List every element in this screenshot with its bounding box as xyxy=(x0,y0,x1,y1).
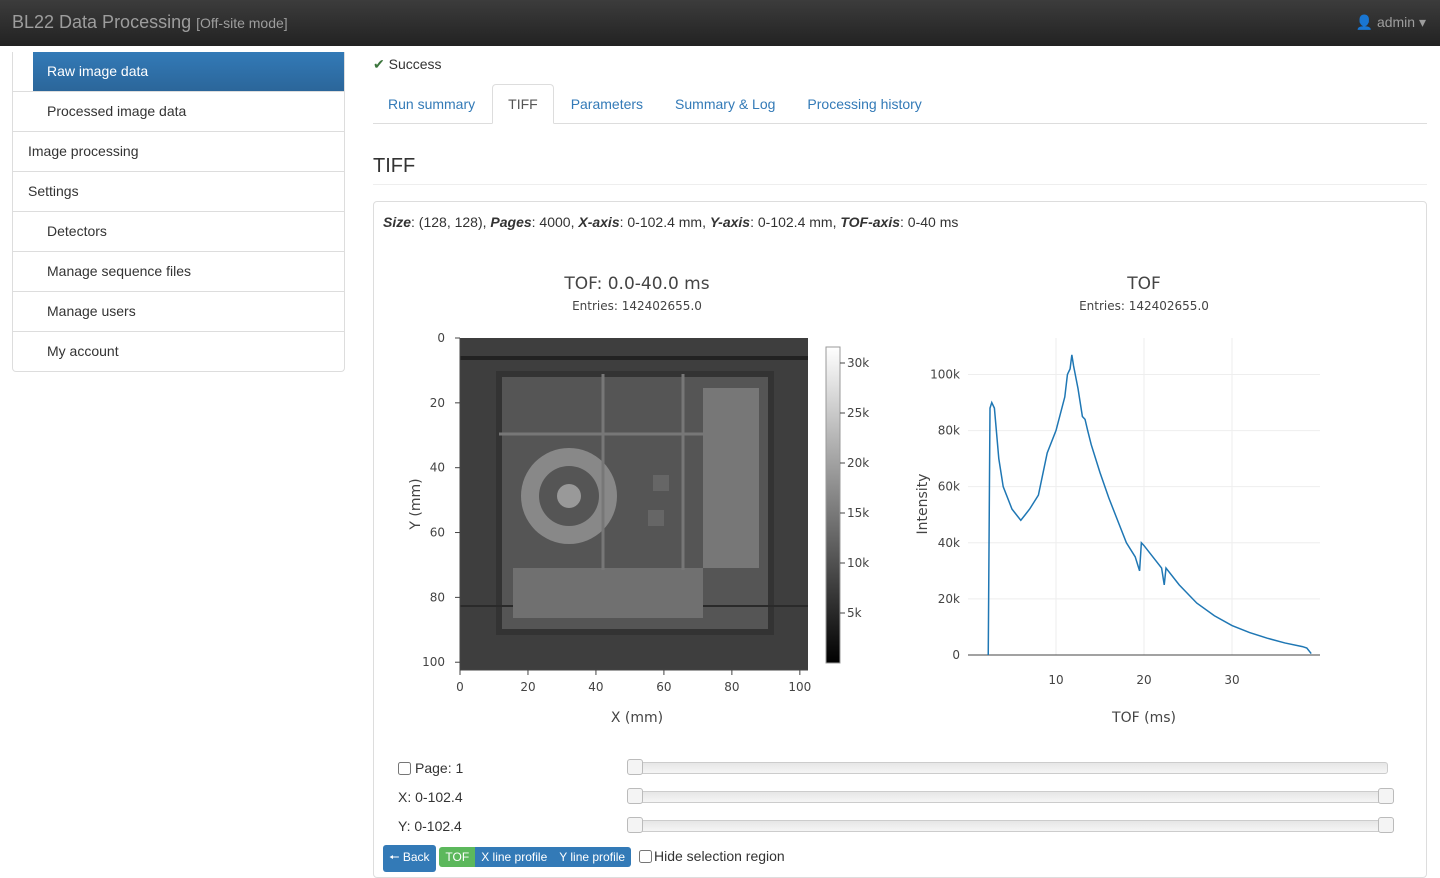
y-tick-label: 40 xyxy=(430,461,445,475)
info-value: : (128, 128), xyxy=(411,214,491,230)
y-tick-label: 0 xyxy=(437,331,445,345)
status-text: Success xyxy=(388,56,442,72)
y-axis-label: Y (mm) xyxy=(408,478,424,530)
y-tick-label: 100 xyxy=(422,655,445,669)
colorbar-tick-label: 15k xyxy=(847,506,869,520)
chart-title: TOF: 0.0-40.0 ms xyxy=(563,274,709,294)
chart-title: TOF xyxy=(1126,274,1161,294)
page-label: Page: 1 xyxy=(415,760,464,776)
hide-label: Hide selection region xyxy=(653,848,785,864)
y-tick-label: 20k xyxy=(938,592,960,606)
chart-subtitle: Entries: 142402655.0 xyxy=(572,299,702,313)
y-slider[interactable] xyxy=(628,820,1394,832)
y-tick-label: 80 xyxy=(430,590,445,604)
tab[interactable]: TIFF xyxy=(492,84,554,124)
info-label: Y-axis xyxy=(709,214,751,230)
app-title[interactable]: BL22 Data Processing [Off-site mode] xyxy=(12,12,288,33)
hide-checkbox[interactable] xyxy=(638,850,652,863)
x-tick-label: 40 xyxy=(588,680,603,694)
page-control: Page: 1 xyxy=(398,760,463,776)
colorbar-tick-label: 25k xyxy=(847,406,869,420)
x-tick-label: 10 xyxy=(1048,673,1063,687)
back-button[interactable]: 🠔 Back xyxy=(383,845,436,872)
line-series xyxy=(987,354,1312,656)
x-tick-label: 20 xyxy=(1136,673,1151,687)
nav-item[interactable]: Image processing xyxy=(13,131,344,171)
x-tick-label: 60 xyxy=(656,680,671,694)
heading: TIFF xyxy=(373,155,1427,185)
info-label: TOF-axis xyxy=(840,214,901,230)
mode: [Off-site mode] xyxy=(196,15,288,31)
x-tick-label: 100 xyxy=(788,680,811,694)
tabs: Run summary TIFF Parameters Summary & Log Pr… xyxy=(373,84,1427,124)
label: Back xyxy=(402,850,430,864)
info: Size: (128, 128), Pages: 4000, X-axis: 0… xyxy=(383,214,958,230)
info-value: : 0-102.4 mm, xyxy=(619,214,710,230)
y-tick-label: 40k xyxy=(938,536,960,550)
x-axis-label: X (mm) xyxy=(611,710,663,726)
info-label: X-axis xyxy=(578,214,620,230)
y-tick-label: 80k xyxy=(938,424,960,438)
y-tick-label: 60k xyxy=(938,480,960,494)
x-tick-label: 20 xyxy=(520,680,535,694)
y-axis-label: Intensity xyxy=(915,474,931,535)
x-axis-label: TOF (ms) xyxy=(1111,710,1176,726)
info-value: : 0-40 ms xyxy=(900,214,959,230)
tab[interactable]: Processing history xyxy=(807,96,922,112)
x-tick-label: 30 xyxy=(1224,673,1239,687)
navbar: BL22 Data Processing [Off-site mode] 👤 a… xyxy=(0,0,1440,46)
x-slider[interactable] xyxy=(628,791,1394,803)
slider-handle[interactable] xyxy=(1378,817,1394,833)
nav-item[interactable]: Processed image data xyxy=(13,91,344,131)
nav-item[interactable]: Raw image data xyxy=(33,52,344,91)
nav-item[interactable]: Detectors xyxy=(13,211,344,251)
user-menu[interactable]: 👤 admin ▾ xyxy=(1355,14,1426,30)
tiff-image xyxy=(460,338,808,670)
tab[interactable]: Run summary xyxy=(388,96,476,112)
page-checkbox[interactable] xyxy=(398,762,411,775)
tab[interactable]: Summary & Log xyxy=(675,96,776,112)
info-label: Size xyxy=(383,214,412,230)
info-value: : 0-102.4 mm, xyxy=(750,214,841,230)
page-slider[interactable] xyxy=(628,762,1388,774)
y-tick-label: 0 xyxy=(952,648,960,662)
y-tick-label: 20 xyxy=(430,396,445,410)
info-label: Pages xyxy=(490,214,532,230)
y-range-label: Y: 0-102.4 xyxy=(398,818,462,834)
y-profile-button[interactable]: Y line profile xyxy=(553,847,632,867)
colorbar-tick-label: 10k xyxy=(847,556,869,570)
nav-item[interactable]: My account xyxy=(13,331,344,371)
chart-subtitle: Entries: 142402655.0 xyxy=(1079,299,1209,313)
slider-handle[interactable] xyxy=(1378,788,1394,804)
x-tick-label: 0 xyxy=(456,680,464,694)
nav-item[interactable]: Manage sequence files xyxy=(13,251,344,291)
tab[interactable]: Parameters xyxy=(570,96,644,112)
x-range-label: X: 0-102.4 xyxy=(398,789,463,805)
x-profile-button[interactable]: X line profile xyxy=(475,847,554,867)
title: BL22 Data Processing xyxy=(12,12,192,32)
nav-item[interactable]: Settings xyxy=(13,171,344,211)
user: admin xyxy=(1376,14,1416,30)
y-tick-label: 100k xyxy=(930,367,960,381)
y-tick-label: 60 xyxy=(430,526,445,540)
button-row: 🠔 Back TOF X line profile Y line profile H… xyxy=(383,845,785,872)
slider-handle[interactable] xyxy=(627,817,643,833)
colorbar-tick-label: 20k xyxy=(847,456,869,470)
slider-handle[interactable] xyxy=(627,788,643,804)
charts: TOF: 0.0-40.0 ms Entries: 142402655.0 X (m… xyxy=(408,274,1320,726)
status: ✔ Success xyxy=(373,56,442,72)
colorbar xyxy=(825,346,841,664)
colorbar-tick-label: 5k xyxy=(847,606,862,620)
tof-button[interactable]: TOF xyxy=(439,847,476,867)
colorbar-tick-label: 30k xyxy=(847,356,869,370)
sidebar: Raw image data Processed image data Imag… xyxy=(12,52,345,372)
nav-item[interactable]: Manage users xyxy=(13,291,344,331)
slider-handle[interactable] xyxy=(627,759,643,775)
info-value: : 4000, xyxy=(531,214,579,230)
x-tick-label: 80 xyxy=(724,680,739,694)
